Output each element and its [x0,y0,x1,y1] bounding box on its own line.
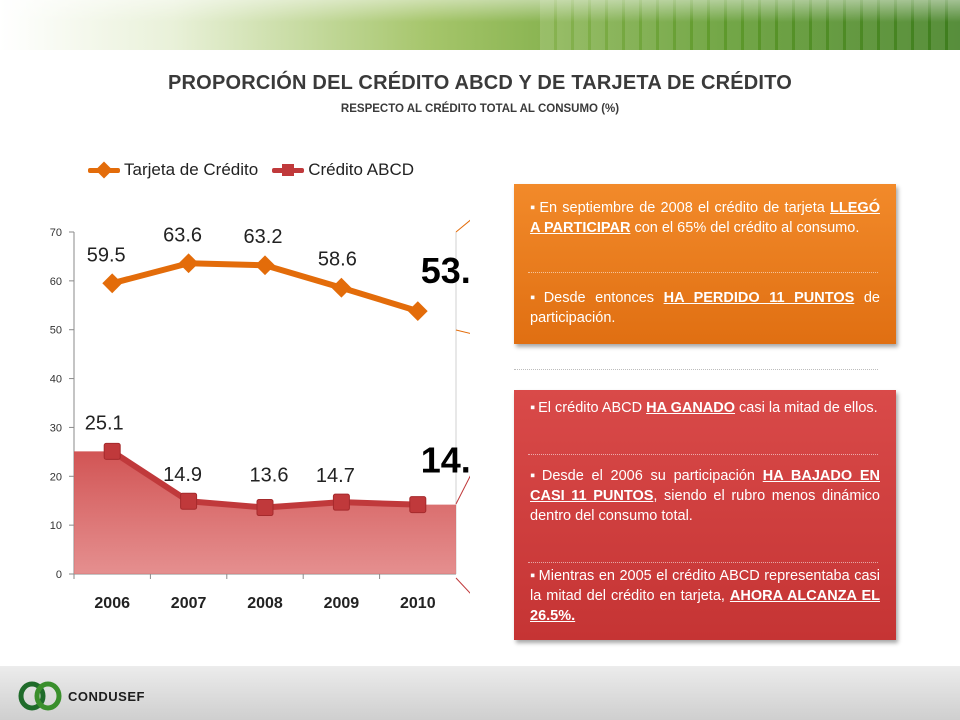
data-point-abcd [409,496,427,514]
data-label-abcd: 25.1 [85,412,124,434]
legend-marker-abcd [282,164,295,176]
slide-subtitle: RESPECTO AL CRÉDITO TOTAL AL CONSUMO (%) [340,103,620,115]
callout-tarjeta-p1: En septiembre de 2008 el crédito de tarj… [530,198,880,238]
chart-legend: Tarjeta de Crédito Crédito ABCD [88,158,428,182]
callout-text: Mientras en 2005 el crédito ABCD represe… [530,568,881,604]
y-tick-label: 0 [56,569,62,581]
callout-text: Desde el 2006 su participación [541,468,763,484]
x-tick-label: 2006 [94,595,130,612]
data-label-tarjeta: 53.8 [421,250,470,291]
callout-panel-red [514,390,896,640]
callout-emphasis: HA GANADO [646,400,736,416]
condusef-logo: CONDUSEF [18,676,145,716]
y-tick-label: 40 [50,374,62,386]
x-tick-label: 2009 [324,595,360,612]
connector-line-red-bottom [455,577,470,594]
callout-emphasis: HA PERDIDO 11 PUNTOS [663,290,855,306]
y-tick-label: 20 [50,471,62,483]
callout-separator [528,272,878,273]
callout-abcd-p1: El crédito ABCD HA GANADO casi la mitad … [530,398,880,418]
y-tick-label: 60 [50,276,62,288]
data-label-abcd: 14.7 [316,465,355,487]
x-tick-label: 2007 [171,595,207,612]
legend-item-abcd: Crédito ABCD [272,160,414,180]
data-point-tarjeta [407,301,428,322]
section-separator [514,369,878,370]
header-band [0,0,960,50]
x-tick-label: 2008 [247,595,283,612]
callout-text: En septiembre de 2008 el crédito de tarj… [539,200,831,216]
header-band-shine [0,0,960,22]
callout-text: , siendo el rubro menos dinámico dentro … [530,488,880,524]
legend-swatch-abcd [272,160,305,180]
bullet-icon [530,468,542,484]
y-tick-label: 30 [50,422,62,434]
header-band-pattern [540,0,960,50]
callout-text: de participación. [530,290,880,326]
bullet-icon [530,200,539,216]
callout-text: Desde entonces [543,290,664,306]
data-point-abcd [256,499,274,517]
callout-emphasis: HA BAJADO EN CASI 11 PUNTOS [530,468,880,504]
connector-line-orange-bottom [455,329,470,334]
x-tick-label: 2010 [400,595,436,612]
data-label-tarjeta: 63.2 [244,226,283,248]
data-label-tarjeta: 59.5 [87,244,126,266]
data-label-abcd: 13.6 [250,465,289,487]
data-point-abcd [332,493,350,511]
bullet-icon [530,568,539,584]
data-point-tarjeta [178,253,199,274]
legend-label-tarjeta: Tarjeta de Crédito [124,160,259,179]
y-tick-label: 70 [50,227,62,239]
callout-emphasis: LLEGÓ A PARTICIPAR [530,200,880,236]
line-chart: 0 10 20 30 40 50 60 70 2006 2007 2008 2009 2010 59.5 6… [50,219,470,612]
callout-separator [528,454,878,455]
bullet-icon [530,290,544,306]
data-point-tarjeta [102,273,123,294]
y-tick-label: 50 [50,325,62,337]
data-label-abcd: 14.9 [163,464,202,486]
callout-abcd-p2: Desde el 2006 su participación HA BAJADO… [530,466,880,526]
callout-separator [528,562,878,563]
legend-label-abcd: Crédito ABCD [308,160,415,179]
connector-line-red-top [455,475,470,505]
callout-panel-orange [514,184,896,344]
condusef-emblem-icon [18,681,62,711]
callout-tarjeta-p2: Desde entonces HA PERDIDO 11 PUNTOS de p… [530,288,880,328]
data-point-abcd [103,442,121,460]
connector-line-orange-top [455,219,470,233]
bullet-icon [530,400,538,416]
logo-text: CONDUSEF [68,688,145,704]
callout-text: casi la mitad de ellos. [735,400,878,416]
footer-band [0,666,960,720]
legend-item-tarjeta: Tarjeta de Crédito [88,160,258,180]
callout-emphasis: AHORA ALCANZA EL 26.5%. [530,588,880,624]
y-tick-label: 10 [50,520,62,532]
callout-text: con el 65% del crédito al consumo. [630,220,860,236]
data-point-tarjeta [255,255,275,276]
callout-text: El crédito ABCD [538,400,647,416]
data-point-tarjeta [331,277,352,298]
slide-title: PROPORCIÓN DEL CRÉDITO ABCD Y DE TARJETA… [168,72,792,94]
callout-abcd-p3: Mientras en 2005 el crédito ABCD represe… [530,566,880,626]
data-label-abcd: 14.2 [421,440,470,481]
data-point-abcd [180,492,198,510]
data-label-tarjeta: 63.6 [163,224,202,246]
legend-swatch-tarjeta [88,160,120,180]
data-label-tarjeta: 58.6 [318,249,357,271]
